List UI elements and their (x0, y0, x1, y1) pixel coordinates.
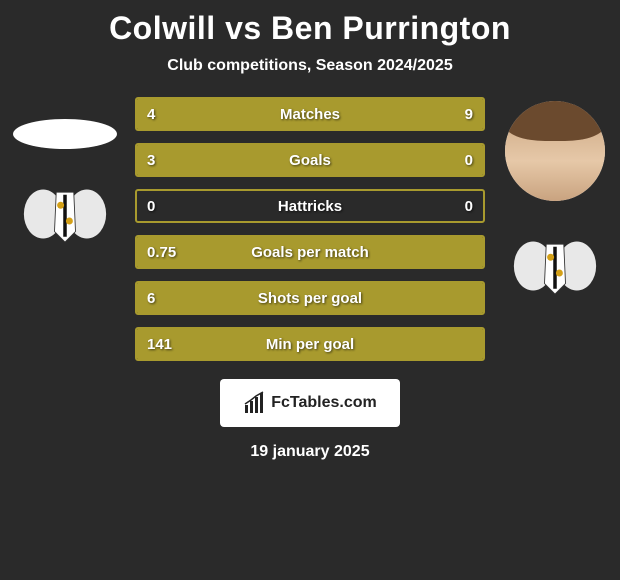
branding-badge[interactable]: FcTables.com (220, 379, 400, 427)
stat-value-right: 0 (465, 152, 473, 169)
date-label: 19 january 2025 (0, 443, 620, 461)
crest-icon (510, 231, 600, 301)
left-side (5, 97, 125, 249)
left-crest (20, 179, 110, 249)
stat-row: 4 Matches 9 (135, 97, 485, 131)
stat-label: Goals per match (251, 244, 369, 261)
stat-label: Goals (289, 152, 331, 169)
stat-value-left: 3 (147, 152, 155, 169)
crest-icon (20, 179, 110, 249)
branding-text: FcTables.com (271, 394, 377, 412)
stat-value-left: 6 (147, 290, 155, 307)
stat-row: 3 Goals 0 (135, 143, 485, 177)
right-crest (510, 231, 600, 301)
comparison-card: Colwill vs Ben Purrington Club competiti… (0, 0, 620, 471)
stat-value-right: 0 (465, 198, 473, 215)
main-row: 4 Matches 9 3 Goals 0 0 Hattricks 0 0.75 Goals per… (0, 97, 620, 361)
stat-label: Hattricks (278, 198, 342, 215)
stat-row: 6 Shots per goal (135, 281, 485, 315)
chart-icon (243, 391, 267, 415)
stat-label: Shots per goal (258, 290, 362, 307)
stat-label: Min per goal (266, 336, 354, 353)
stat-row: 0.75 Goals per match (135, 235, 485, 269)
subtitle: Club competitions, Season 2024/2025 (0, 57, 620, 75)
stat-bars: 4 Matches 9 3 Goals 0 0 Hattricks 0 0.75 Goals per… (135, 97, 485, 361)
page-title: Colwill vs Ben Purrington (0, 10, 620, 47)
stat-value-left: 0 (147, 198, 155, 215)
right-avatar (505, 101, 605, 201)
stat-value-left: 0.75 (147, 244, 176, 261)
stat-value-left: 141 (147, 336, 172, 353)
stat-row: 0 Hattricks 0 (135, 189, 485, 223)
stat-row: 141 Min per goal (135, 327, 485, 361)
left-avatar (13, 119, 117, 149)
right-side (495, 97, 615, 301)
face-icon (505, 101, 605, 201)
stat-label: Matches (280, 106, 340, 123)
stat-value-left: 4 (147, 106, 155, 123)
stat-value-right: 9 (465, 106, 473, 123)
